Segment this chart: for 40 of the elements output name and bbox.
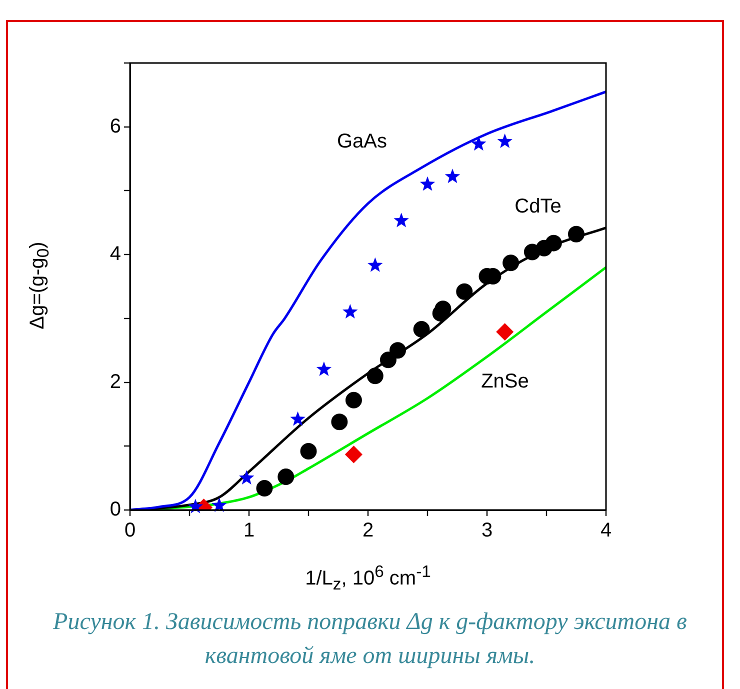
- x-tick-label: 2: [362, 520, 374, 542]
- point: [420, 176, 436, 191]
- point: [331, 414, 348, 430]
- x-tick-label: 1: [243, 520, 255, 542]
- series-label: GaAs: [336, 130, 388, 153]
- point: [342, 304, 358, 319]
- y-tick-label: 6: [110, 115, 121, 138]
- point: [568, 226, 584, 242]
- x-axis-title: 1/L$_{z}$, 10$^{6}$ cm$^{-1}$: [304, 562, 432, 595]
- point: [394, 212, 409, 228]
- point: [413, 321, 430, 338]
- point: [496, 324, 514, 340]
- y-tick-label: 0: [110, 498, 121, 521]
- point: [239, 470, 254, 485]
- point: [456, 283, 473, 300]
- point: [316, 362, 332, 376]
- point: [345, 446, 362, 463]
- point: [345, 392, 362, 408]
- text: Рисунок 1. Зависимость поправки Δg к g-фактору экситона в квантовой яме от ширины ямы.: [52, 608, 688, 671]
- y-tick-label: 4: [110, 243, 121, 266]
- x-tick-label: 0: [124, 520, 136, 542]
- point: [545, 234, 562, 252]
- series-label: CdTe: [514, 196, 562, 218]
- point: [471, 136, 486, 151]
- x-tick-label: 4: [600, 520, 612, 542]
- x-tick-label: 3: [481, 520, 493, 542]
- point: [256, 480, 273, 497]
- point: [300, 443, 317, 460]
- point: [380, 352, 396, 368]
- point: [366, 368, 384, 384]
- point: [497, 134, 512, 148]
- point: [278, 468, 294, 486]
- y-tick-label: 2: [110, 370, 121, 393]
- point: [290, 411, 306, 426]
- series-label: ZnSe: [481, 370, 529, 393]
- point: [390, 342, 406, 359]
- point: [368, 257, 383, 272]
- point: [444, 168, 460, 184]
- point: [212, 498, 227, 512]
- point: [502, 254, 520, 272]
